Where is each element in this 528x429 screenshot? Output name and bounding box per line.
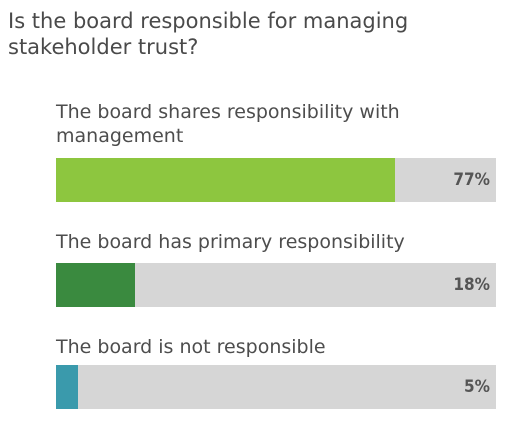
data-label: 5% [464, 377, 490, 397]
category-label: The board shares responsibility with man… [56, 101, 400, 147]
bar-track: 5% [56, 365, 496, 409]
bar [56, 263, 136, 307]
bar [56, 365, 78, 409]
bar-track: 77% [56, 158, 496, 202]
category-label: The board has primary responsibility [56, 231, 405, 253]
data-label: 18% [453, 275, 490, 295]
category-label: The board is not responsible [56, 336, 326, 358]
bar-track: 18% [56, 263, 496, 307]
data-label: 77% [453, 170, 490, 190]
bar [56, 158, 395, 202]
chart-title: Is the board responsible for managing st… [8, 9, 409, 59]
